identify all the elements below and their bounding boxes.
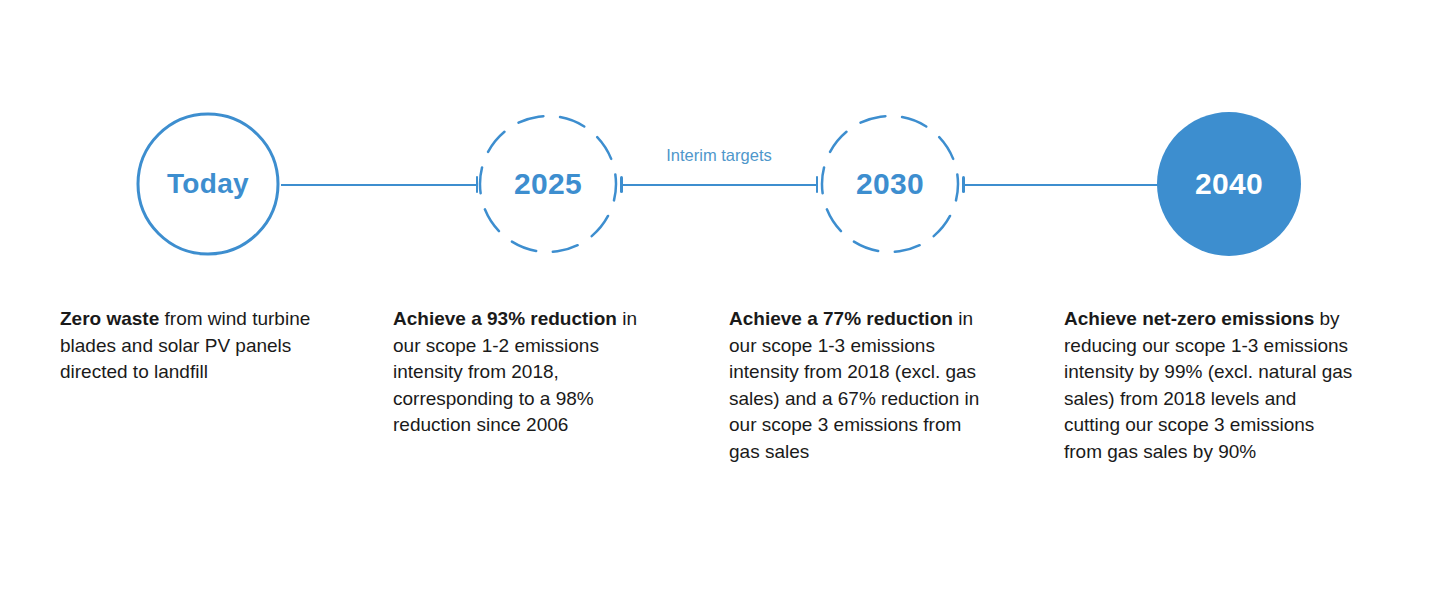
timeline-node-2025: 2025 bbox=[478, 114, 618, 254]
node-label-today: Today bbox=[167, 168, 249, 200]
timeline-node-2030: 2030 bbox=[820, 114, 960, 254]
connector-today-2025 bbox=[281, 176, 478, 193]
connector-2025-2030 bbox=[620, 176, 818, 193]
interim-targets-label: Interim targets bbox=[620, 146, 818, 165]
description-2025-lead: Achieve a 93% reduction bbox=[393, 308, 617, 329]
node-label-2040: 2040 bbox=[1195, 167, 1263, 201]
timeline-node-today: Today bbox=[136, 112, 280, 256]
description-2040-body: by reducing our scope 1-3 emissions inte… bbox=[1064, 308, 1352, 462]
connector-line bbox=[281, 184, 476, 186]
timeline-node-2040: 2040 bbox=[1157, 112, 1301, 256]
description-2030-body: in our scope 1-3 emissions intensity fro… bbox=[729, 308, 979, 462]
description-2040-lead: Achieve net-zero emissions bbox=[1064, 308, 1314, 329]
node-label-2025: 2025 bbox=[514, 167, 582, 201]
connector-2030-2040 bbox=[962, 176, 1158, 193]
description-today: Zero waste from wind turbine blades and … bbox=[60, 306, 315, 386]
description-2030: Achieve a 77% reduction in our scope 1-3… bbox=[729, 306, 995, 465]
description-2040: Achieve net-zero emissions by reducing o… bbox=[1064, 306, 1356, 465]
connector-line bbox=[623, 184, 816, 186]
description-today-lead: Zero waste bbox=[60, 308, 159, 329]
node-label-2030: 2030 bbox=[856, 167, 924, 201]
connector-end-tick bbox=[816, 176, 819, 193]
connector-line bbox=[965, 184, 1159, 186]
description-2030-lead: Achieve a 77% reduction bbox=[729, 308, 953, 329]
description-2025: Achieve a 93% reduction in our scope 1-2… bbox=[393, 306, 659, 439]
timeline-infographic: Today 2025 Interim targets 2030 2040 bbox=[0, 0, 1440, 600]
